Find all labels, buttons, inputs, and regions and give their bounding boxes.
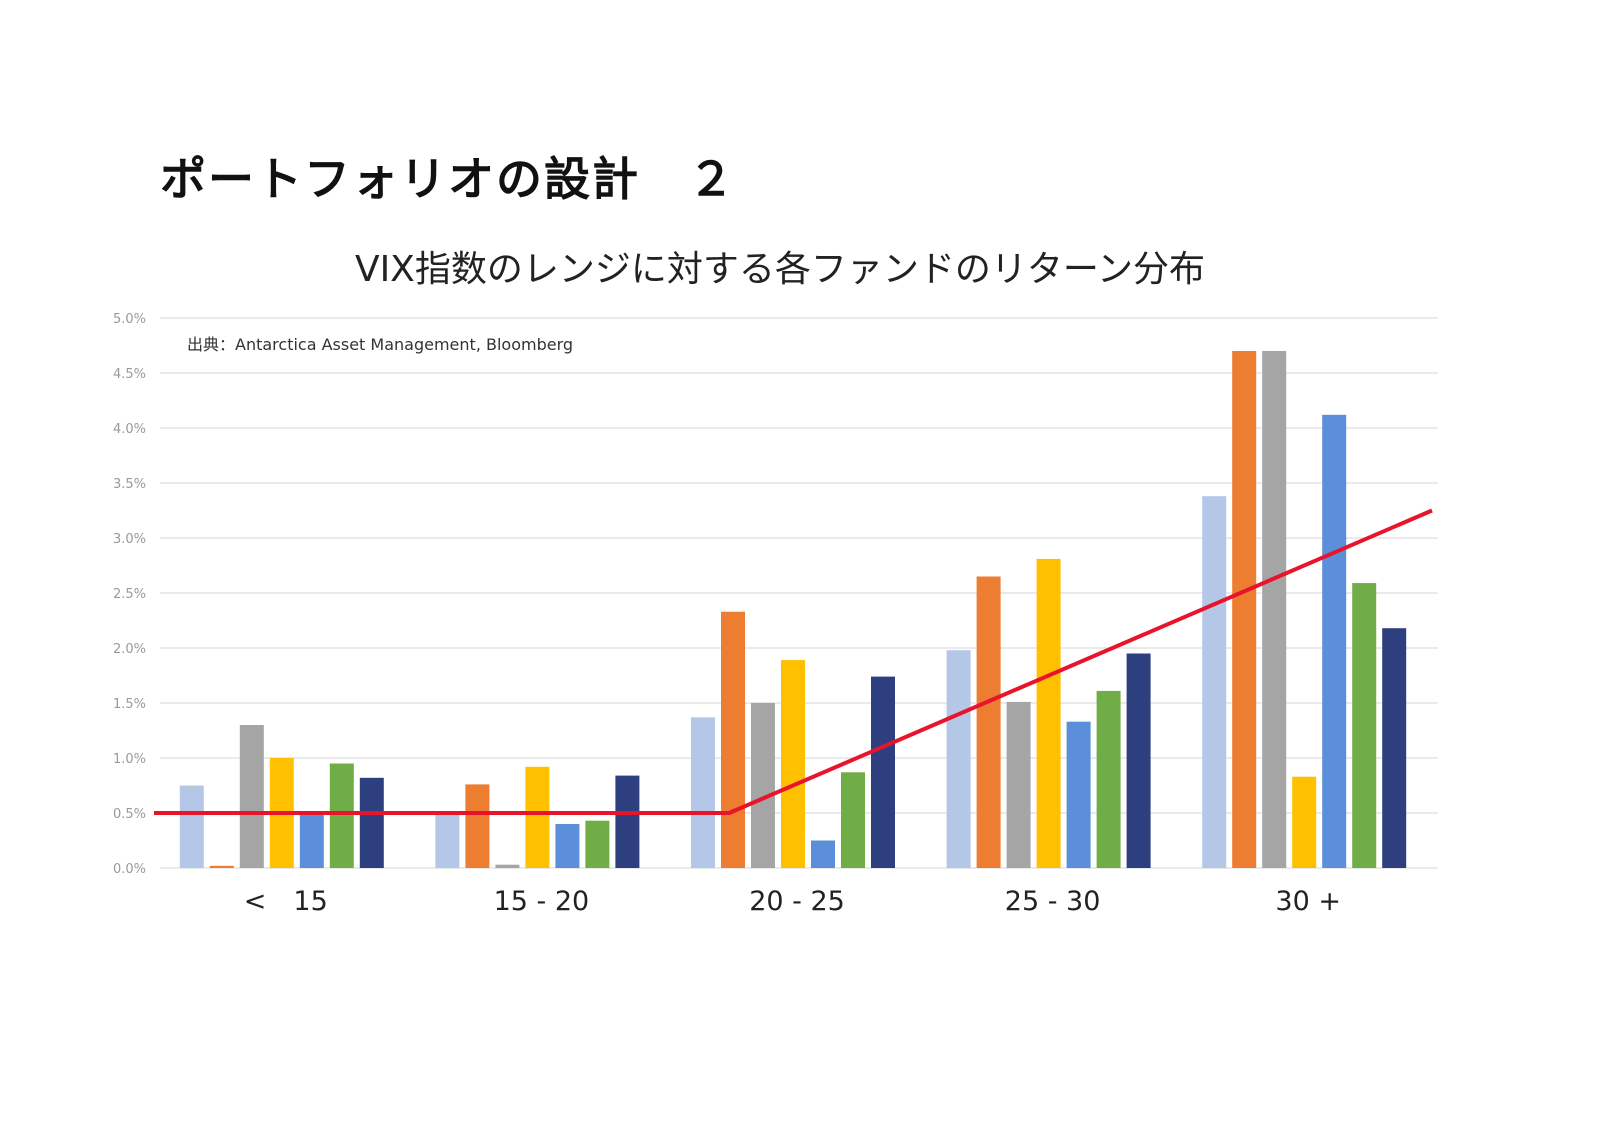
- chart-title: VIX指数のレンジに対する各ファンドのリターン分布: [354, 249, 1206, 290]
- bar: [781, 660, 805, 868]
- x-category-label: 30 +: [1275, 886, 1341, 917]
- bar: [179, 785, 204, 868]
- bar: [691, 717, 715, 868]
- bar: [1126, 653, 1151, 868]
- y-tick-label: 2.5%: [113, 587, 146, 602]
- y-tick-label: 4.0%: [113, 422, 146, 437]
- y-tick-label: 1.0%: [113, 752, 146, 767]
- bar: [1202, 496, 1227, 868]
- bar: [1066, 721, 1091, 868]
- slide-title: ポートフォリオの設計 ２: [160, 152, 736, 206]
- bar: [751, 703, 775, 868]
- bar: [1006, 701, 1031, 868]
- y-axis-ticks: 0.0% 0.5% 1.0% 1.5% 2.0% 2.5% 3.0% 3.5% 4.0% 4.5%…: [113, 312, 146, 877]
- bar: [585, 820, 610, 868]
- bar: [1262, 351, 1287, 868]
- bar: [495, 864, 520, 868]
- bar: [841, 772, 865, 868]
- bar: [209, 865, 234, 868]
- bar: [1096, 690, 1121, 868]
- bar: [1322, 414, 1347, 868]
- bar: [555, 824, 580, 868]
- bar: [811, 840, 835, 868]
- bar: [329, 763, 354, 868]
- bar: [239, 725, 264, 868]
- x-category-label: < 15: [244, 886, 328, 917]
- bar: [359, 777, 384, 868]
- y-tick-label: 1.5%: [113, 697, 146, 712]
- bar: [721, 611, 745, 868]
- bar: [465, 784, 490, 868]
- bar: [1036, 558, 1061, 868]
- bar: [525, 766, 550, 868]
- bars: [179, 351, 1407, 868]
- x-category-label: 25 - 30: [1005, 886, 1101, 917]
- bar: [871, 676, 895, 868]
- y-tick-label: 4.5%: [113, 367, 146, 382]
- bar: [1382, 628, 1407, 868]
- x-category-label: 15 - 20: [494, 886, 590, 917]
- bar: [299, 813, 324, 868]
- bar: [976, 576, 1001, 868]
- bar: [1292, 776, 1317, 868]
- bar: [946, 650, 971, 868]
- bar: [615, 775, 640, 868]
- trend-line: [154, 508, 1433, 815]
- x-category-label: 20 - 25: [749, 886, 845, 917]
- source-note: 出典：Antarctica Asset Management, Bloomber…: [187, 335, 574, 354]
- y-tick-label: 2.0%: [113, 642, 146, 657]
- y-tick-label: 0.5%: [113, 807, 146, 822]
- y-tick-label: 5.0%: [113, 312, 146, 327]
- y-tick-label: 3.0%: [113, 532, 146, 547]
- bar: [435, 813, 460, 868]
- bar: [1232, 351, 1257, 868]
- bar: [1352, 583, 1377, 868]
- trend-line-layer: [154, 508, 1433, 815]
- x-axis-categories: < 15 15 - 20 20 - 25 25 - 30 30 +: [244, 886, 1341, 917]
- y-tick-label: 3.5%: [113, 477, 146, 492]
- y-tick-label: 0.0%: [113, 862, 146, 877]
